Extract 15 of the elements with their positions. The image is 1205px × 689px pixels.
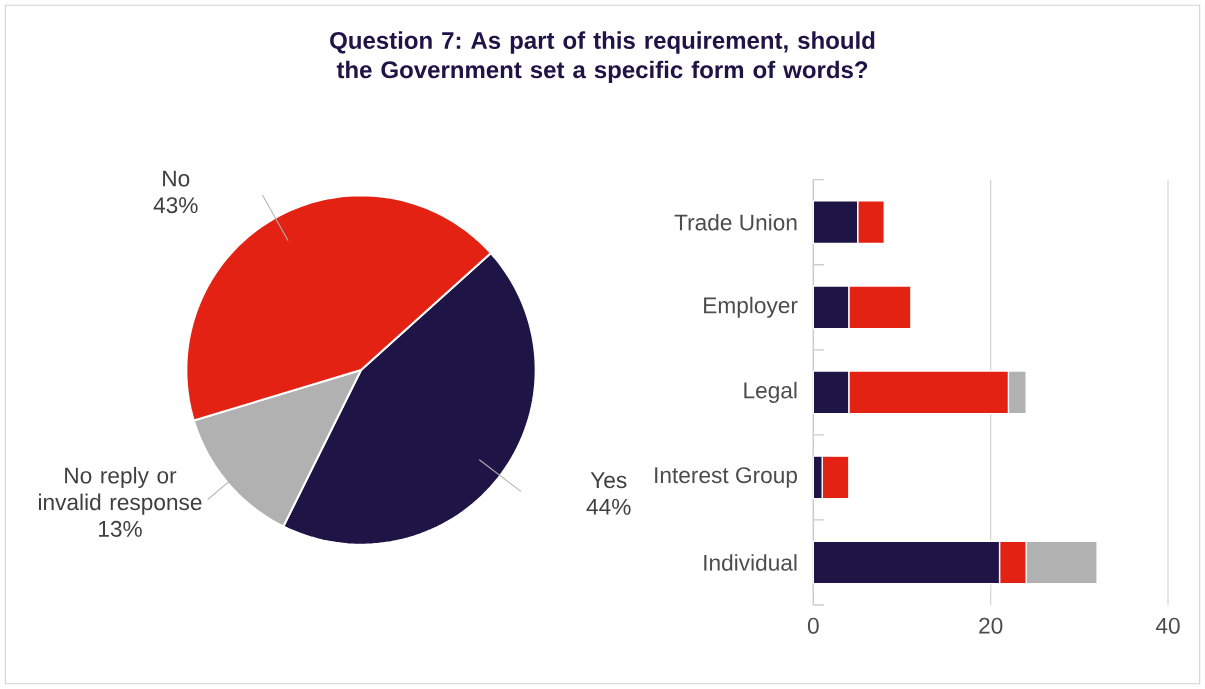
x-tick-label: 40 [1155, 617, 1180, 634]
chart-title: Question 7: As part of this requirement, should the Government set a specific form of words? [330, 31, 875, 84]
x-tick-label: 0 [807, 617, 819, 634]
data-label: 43% [153, 197, 198, 214]
slice-label: No [163, 170, 190, 187]
y-tick-label: Individual [704, 554, 797, 571]
y-tick-label: Interest Group [655, 467, 797, 488]
x-tick-label: 20 [979, 617, 1003, 634]
data-label: 44% [586, 498, 631, 515]
y-tick-label: Employer [704, 296, 798, 318]
slice-label: No reply or invalid response [38, 466, 202, 515]
y-tick-label: Trade Union [674, 213, 797, 231]
data-label: 13% [99, 520, 142, 537]
slice-label: Yes [590, 472, 627, 489]
y-tick-label: Legal [744, 381, 797, 403]
